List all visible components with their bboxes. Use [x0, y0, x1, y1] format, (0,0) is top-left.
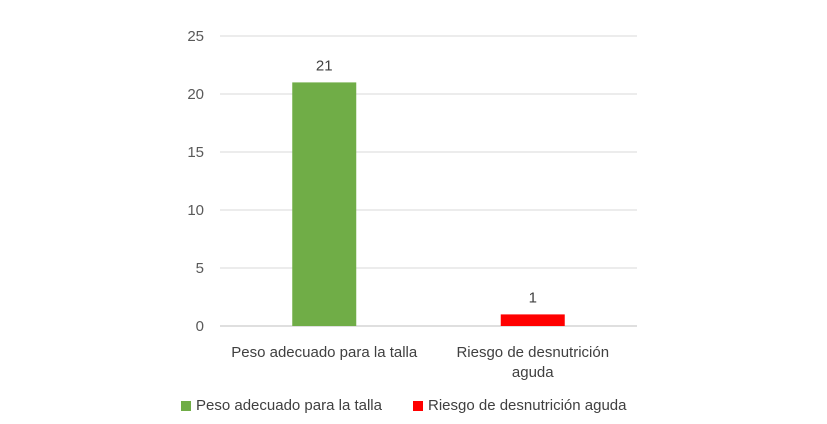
legend-swatch	[413, 401, 423, 411]
y-axis-ticks: 0 5 10 15 20 25	[187, 28, 204, 335]
legend-swatch	[181, 401, 191, 411]
y-tick-label: 5	[196, 260, 204, 277]
legend-label: Riesgo de desnutrición aguda	[428, 397, 627, 414]
legend-label: Peso adecuado para la talla	[196, 397, 383, 414]
y-tick-label: 25	[187, 28, 204, 45]
y-tick-label: 10	[187, 202, 204, 219]
x-tick-label: Peso adecuado para la talla	[231, 344, 418, 361]
x-axis-labels: Peso adecuado para la talla Riesgo de des…	[231, 344, 609, 381]
bar	[500, 314, 565, 326]
bars	[292, 82, 565, 327]
y-tick-label: 15	[187, 144, 204, 161]
y-tick-label: 0	[196, 318, 204, 335]
x-tick-label: Riesgo de desnutrición	[456, 344, 609, 361]
y-tick-label: 20	[187, 86, 204, 103]
bar	[292, 82, 357, 327]
data-label: 1	[529, 289, 537, 306]
x-tick-label: aguda	[512, 364, 554, 381]
data-label: 21	[316, 57, 333, 74]
legend: Peso adecuado para la talla Riesgo de des…	[181, 397, 627, 414]
data-labels: 21 1	[316, 57, 537, 306]
gridlines	[220, 35, 637, 327]
